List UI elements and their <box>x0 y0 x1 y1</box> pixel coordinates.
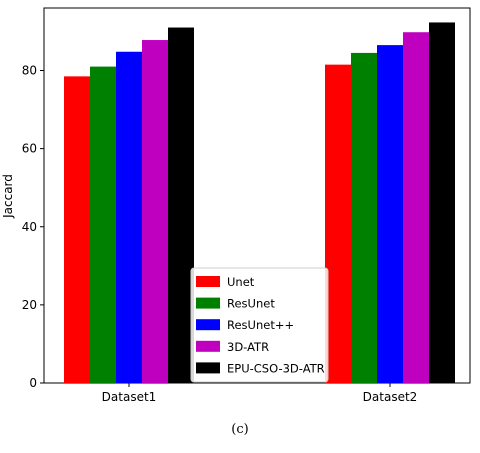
y-tick-label: 20 <box>22 298 37 312</box>
legend-box <box>190 267 329 383</box>
y-tick-label: 40 <box>22 220 37 234</box>
bar-epu-cso-3d-atr-dataset2 <box>429 22 455 383</box>
figure-caption: (c) <box>231 422 249 437</box>
bar-3d-atr-dataset2 <box>403 32 429 383</box>
legend-label-resunet-: ResUnet++ <box>227 318 294 332</box>
legend-label-3d-atr: 3D-ATR <box>227 340 269 354</box>
legend-label-epu-cso-3d-atr: EPU-CSO-3D-ATR <box>227 361 325 375</box>
y-axis: 0 20 40 60 80 <box>22 64 44 390</box>
legend-swatch-epu-cso-3d-atr <box>196 362 220 374</box>
bars-group <box>64 22 455 383</box>
legend-swatch-resunet- <box>196 319 220 331</box>
bar-resunet--dataset2 <box>377 45 403 383</box>
legend-swatch-resunet <box>196 297 220 309</box>
y-tick-label: 60 <box>22 142 37 156</box>
bar-epu-cso-3d-atr-dataset1 <box>168 27 194 383</box>
x-axis: Dataset1 Dataset2 <box>102 383 418 404</box>
bar-3d-atr-dataset1 <box>142 40 168 383</box>
bar-resunet-dataset1 <box>90 66 116 383</box>
bar-unet-dataset1 <box>64 76 90 383</box>
bar-unet-dataset2 <box>325 64 351 383</box>
y-tick-label: 80 <box>22 64 37 78</box>
legend-swatch-unet <box>196 276 220 287</box>
bar-resunet--dataset1 <box>116 51 142 383</box>
legend-swatch-3d-atr <box>196 340 220 352</box>
legend-label-unet: Unet <box>227 275 255 289</box>
bar-chart: 0 20 40 60 80 Dataset1 Dataset2 Jaccard Unet R… <box>1 7 471 404</box>
x-tick-label-dataset2: Dataset2 <box>363 390 418 404</box>
y-tick-label: 0 <box>29 376 37 390</box>
legend: Unet ResUnet ResUnet++ 3D-ATR EPU-CSO-3D-ATR <box>190 267 329 383</box>
bar-resunet-dataset2 <box>351 52 377 383</box>
y-axis-label: Jaccard <box>1 174 15 219</box>
legend-label-resunet: ResUnet <box>227 297 275 311</box>
x-tick-label-dataset1: Dataset1 <box>102 390 157 404</box>
